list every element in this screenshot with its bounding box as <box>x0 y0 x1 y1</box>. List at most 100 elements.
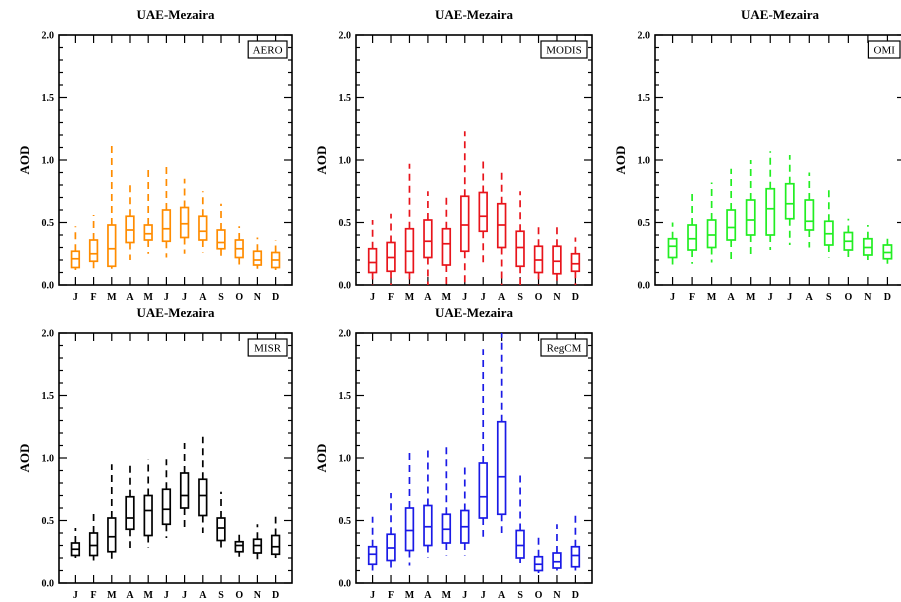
y-tick-label: 1.5 <box>339 391 352 402</box>
x-tick-label: J <box>370 292 375 303</box>
y-tick-label: 1.5 <box>638 93 651 104</box>
y-tick-label: 0.5 <box>638 218 651 229</box>
x-tick-label: F <box>91 590 97 601</box>
x-tick-label: N <box>254 292 262 303</box>
box-d-11 <box>270 240 281 270</box>
box-a-3 <box>125 465 135 548</box>
box-iqr <box>367 247 378 274</box>
y-tick-label: 0.5 <box>339 218 352 229</box>
chart-title: UAE-Mezaira <box>137 7 215 22</box>
box-j-5 <box>765 151 776 250</box>
box-d-11 <box>270 516 281 558</box>
x-tick-label: M <box>143 292 153 303</box>
x-tick-label: J <box>670 292 675 303</box>
x-tick-label: S <box>826 292 832 303</box>
x-tick-label: J <box>182 292 187 303</box>
y-tick-label: 2.0 <box>339 329 352 340</box>
y-axis-label: AOD <box>314 146 329 175</box>
box-f-1 <box>88 513 99 561</box>
box-j-0 <box>367 220 378 285</box>
box-iqr <box>88 239 99 263</box>
box-iqr <box>107 517 117 553</box>
x-tick-label: J <box>481 292 486 303</box>
x-tick-label: J <box>164 292 169 303</box>
y-tick-label: 0.5 <box>42 218 55 229</box>
legend-label: MISR <box>254 343 282 355</box>
legend-label: AERO <box>253 45 283 57</box>
x-tick-label: S <box>517 292 523 303</box>
x-tick-label: O <box>235 590 243 601</box>
box-iqr <box>107 224 117 268</box>
x-tick-label: A <box>498 292 506 303</box>
x-tick-label: M <box>746 292 756 303</box>
y-axis-label: AOD <box>314 444 329 473</box>
box-s-8 <box>216 203 226 258</box>
box-m-2 <box>107 464 117 561</box>
x-tick-label: J <box>462 292 467 303</box>
box-iqr <box>687 224 698 251</box>
box-a-3 <box>423 450 433 558</box>
x-tick-label: A <box>424 590 432 601</box>
box-iqr <box>726 209 737 241</box>
box-iqr <box>143 224 153 241</box>
box-m-2 <box>404 163 415 285</box>
x-tick-label: M <box>442 292 452 303</box>
box-j-6 <box>179 178 190 254</box>
legend-box <box>540 338 588 357</box>
y-tick-label: 1.0 <box>638 156 651 167</box>
x-tick-label: O <box>535 292 543 303</box>
box-s-8 <box>216 491 226 548</box>
box-iqr <box>478 462 488 519</box>
box-j-5 <box>460 466 470 556</box>
x-tick-label: J <box>370 590 375 601</box>
box-a-3 <box>726 168 737 260</box>
x-tick-label: O <box>535 590 543 601</box>
box-j-0 <box>667 222 678 267</box>
x-tick-label: A <box>424 292 432 303</box>
y-tick-label: 0.0 <box>42 579 55 590</box>
box-a-7 <box>198 191 208 253</box>
box-j-6 <box>478 160 488 263</box>
x-tick-label: M <box>707 292 717 303</box>
x-tick-label: S <box>218 590 224 601</box>
chart-title: UAE-Mezaira <box>137 305 215 320</box>
x-tick-label: D <box>884 292 891 303</box>
box-j-6 <box>179 443 190 532</box>
box-j-6 <box>478 349 488 537</box>
box-iqr <box>216 517 226 542</box>
x-tick-label: M <box>143 590 153 601</box>
x-tick-label: N <box>553 292 561 303</box>
legend-box <box>540 40 588 59</box>
box-iqr <box>143 494 153 537</box>
box-j-0 <box>367 516 378 571</box>
box-iqr <box>161 209 172 243</box>
box-iqr <box>552 552 562 569</box>
x-tick-label: M <box>107 590 117 601</box>
legend-box <box>247 40 288 59</box>
y-tick-label: 2.0 <box>339 31 352 42</box>
x-tick-label: J <box>462 590 467 601</box>
box-m-4 <box>441 445 452 556</box>
box-iqr <box>552 245 562 275</box>
box-f-1 <box>687 191 698 264</box>
box-o-9 <box>234 533 244 557</box>
x-tick-label: S <box>218 292 224 303</box>
x-tick-label: J <box>182 590 187 601</box>
y-tick-label: 1.0 <box>42 156 55 167</box>
box-n-10 <box>252 524 263 560</box>
x-tick-label: A <box>498 590 506 601</box>
box-s-8 <box>515 191 525 285</box>
box-j-0 <box>70 226 81 270</box>
plot-frame <box>355 332 593 584</box>
box-d-11 <box>570 237 581 285</box>
x-tick-label: F <box>91 292 97 303</box>
x-tick-label: A <box>199 590 207 601</box>
box-iqr <box>515 529 525 559</box>
box-m-4 <box>441 193 452 285</box>
